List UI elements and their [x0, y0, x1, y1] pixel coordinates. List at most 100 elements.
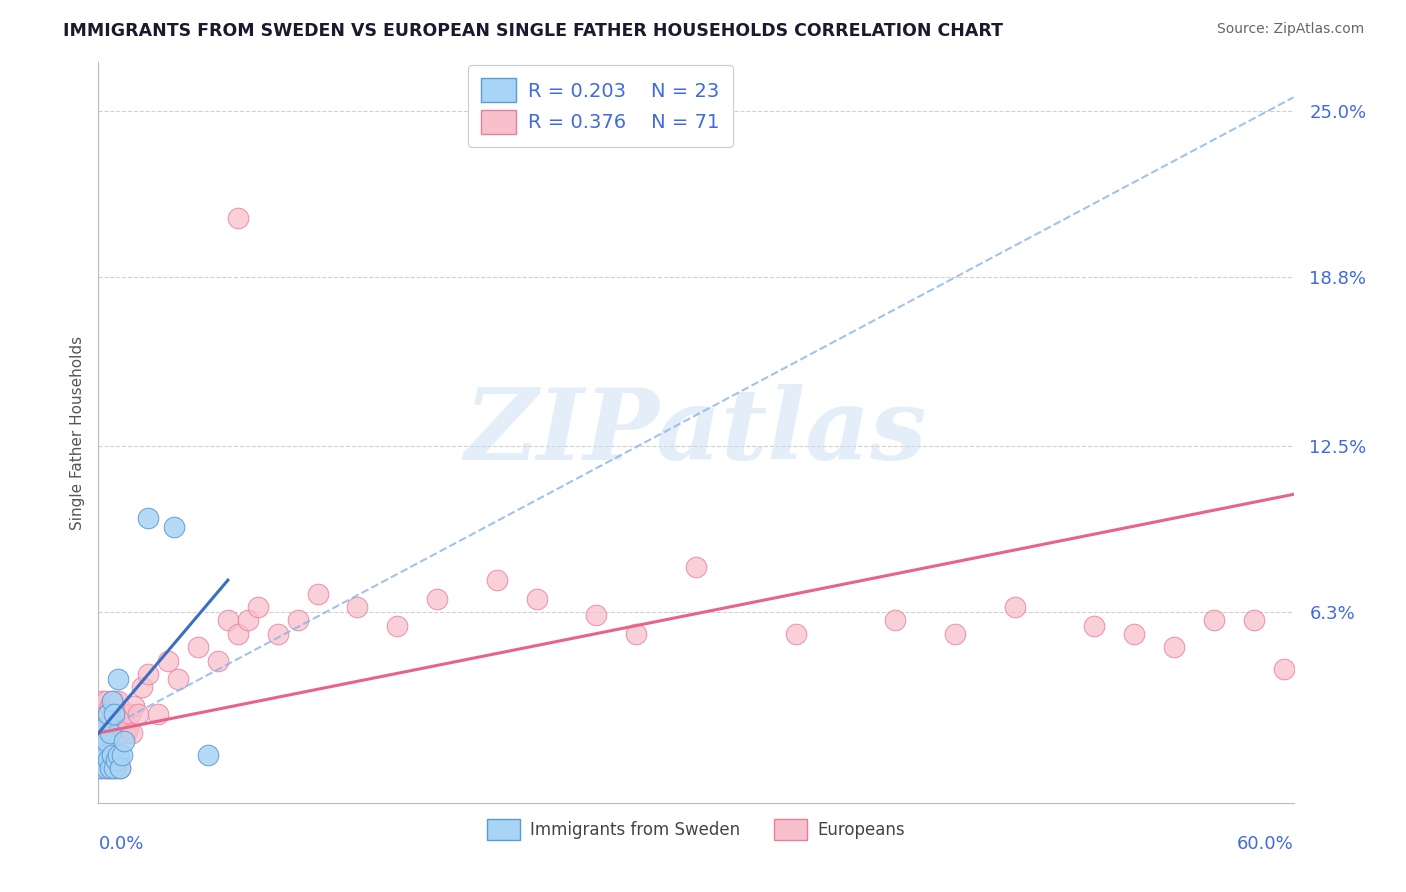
Point: [217, 614, 239, 628]
Point: [148, 707, 170, 722]
Point: [91, 753, 114, 767]
Point: [111, 747, 134, 762]
Point: [96, 721, 118, 735]
Point: [226, 627, 249, 641]
Point: [103, 726, 125, 740]
Point: [127, 707, 149, 722]
Point: [287, 614, 309, 628]
Point: [89, 761, 111, 775]
Point: [136, 511, 159, 525]
Point: [97, 761, 120, 775]
Point: [98, 726, 122, 740]
Point: [103, 707, 125, 722]
Point: [97, 707, 120, 722]
Point: [91, 694, 114, 708]
Point: [1004, 599, 1026, 614]
Point: [485, 573, 508, 587]
Point: [207, 654, 229, 668]
Point: [785, 627, 807, 641]
Point: [96, 694, 118, 708]
Point: [1123, 627, 1146, 641]
Point: [93, 734, 115, 748]
Point: [943, 627, 966, 641]
Point: [385, 619, 409, 633]
Point: [89, 726, 111, 740]
Point: [96, 761, 118, 775]
Point: [97, 753, 120, 767]
Text: ZIPatlas: ZIPatlas: [465, 384, 927, 481]
Point: [96, 753, 118, 767]
Text: IMMIGRANTS FROM SWEDEN VS EUROPEAN SINGLE FATHER HOUSEHOLDS CORRELATION CHART: IMMIGRANTS FROM SWEDEN VS EUROPEAN SINGL…: [63, 22, 1004, 40]
Point: [685, 559, 707, 574]
Point: [93, 747, 115, 762]
Point: [89, 761, 111, 775]
Point: [101, 747, 124, 762]
Point: [101, 761, 124, 775]
Point: [163, 519, 186, 533]
Point: [131, 681, 153, 695]
Point: [187, 640, 209, 655]
Point: [426, 591, 449, 606]
Point: [526, 591, 548, 606]
Legend: Immigrants from Sweden, Europeans: Immigrants from Sweden, Europeans: [481, 813, 911, 847]
Point: [110, 761, 132, 775]
Point: [167, 673, 190, 687]
Point: [98, 699, 122, 714]
Point: [91, 753, 114, 767]
Point: [103, 753, 125, 767]
Point: [112, 734, 135, 748]
Point: [117, 721, 139, 735]
Point: [93, 721, 115, 735]
Point: [105, 715, 128, 730]
Point: [226, 211, 249, 225]
Point: [121, 726, 143, 740]
Point: [107, 747, 129, 762]
Point: [884, 614, 907, 628]
Point: [120, 707, 142, 722]
Point: [98, 726, 122, 740]
Point: [124, 699, 146, 714]
Text: 0.0%: 0.0%: [98, 835, 143, 853]
Point: [105, 753, 128, 767]
Point: [307, 586, 329, 600]
Point: [105, 761, 128, 775]
Point: [98, 753, 122, 767]
Point: [136, 667, 159, 681]
Point: [1202, 614, 1225, 628]
Point: [93, 761, 115, 775]
Point: [107, 694, 129, 708]
Point: [107, 673, 129, 687]
Point: [626, 627, 648, 641]
Point: [93, 707, 115, 722]
Point: [107, 726, 129, 740]
Point: [246, 599, 269, 614]
Point: [110, 761, 132, 775]
Point: [1163, 640, 1185, 655]
Point: [107, 753, 129, 767]
Point: [197, 747, 219, 762]
Point: [110, 715, 132, 730]
Point: [103, 694, 125, 708]
Point: [97, 707, 120, 722]
Point: [1272, 662, 1295, 676]
Point: [91, 721, 114, 735]
Point: [115, 726, 138, 740]
Point: [346, 599, 368, 614]
Point: [111, 726, 134, 740]
Text: 60.0%: 60.0%: [1237, 835, 1294, 853]
Point: [97, 734, 120, 748]
Point: [1243, 614, 1265, 628]
Point: [157, 654, 180, 668]
Point: [101, 694, 124, 708]
Point: [98, 761, 122, 775]
Point: [1083, 619, 1105, 633]
Point: [103, 761, 125, 775]
Point: [101, 734, 124, 748]
Point: [585, 607, 607, 622]
Y-axis label: Single Father Households: Single Father Households: [69, 335, 84, 530]
Text: Source: ZipAtlas.com: Source: ZipAtlas.com: [1216, 22, 1364, 37]
Point: [267, 627, 290, 641]
Point: [101, 707, 124, 722]
Point: [112, 707, 135, 722]
Point: [96, 734, 118, 748]
